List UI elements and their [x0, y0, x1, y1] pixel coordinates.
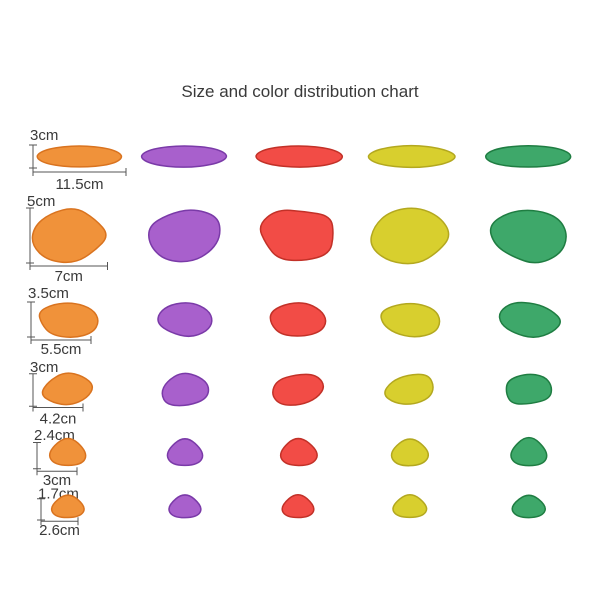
svg-text:5.5cm: 5.5cm — [41, 341, 82, 358]
svg-text:3.5cm: 3.5cm — [28, 285, 69, 302]
svg-text:11.5cm: 11.5cm — [55, 176, 103, 193]
svg-text:5cm: 5cm — [27, 193, 55, 210]
svg-text:3cm: 3cm — [30, 127, 58, 144]
svg-text:3cm: 3cm — [30, 359, 58, 376]
svg-text:7cm: 7cm — [55, 268, 83, 285]
svg-text:2.6cm: 2.6cm — [39, 522, 80, 539]
svg-text:4.2cn: 4.2cn — [40, 411, 77, 428]
